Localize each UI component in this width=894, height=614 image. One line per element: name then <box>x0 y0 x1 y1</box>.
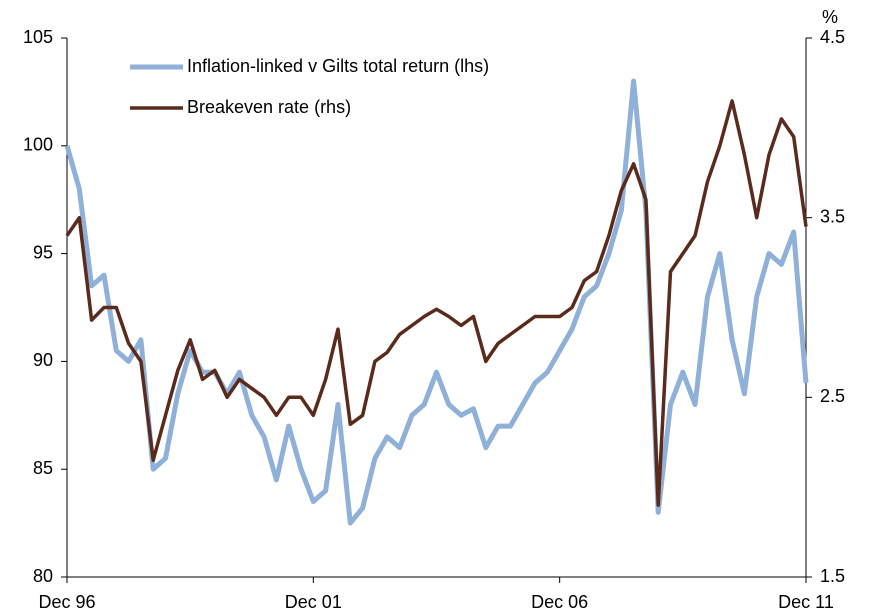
y2-tick-label: 1.5 <box>820 566 845 586</box>
series-line <box>65 99 808 507</box>
x-tick-label: Dec 01 <box>285 592 342 612</box>
legend-label: Inflation-linked v Gilts total return (l… <box>187 56 489 76</box>
y2-tick-label: 4.5 <box>820 27 845 47</box>
y2-tick-label: 2.5 <box>820 386 845 406</box>
y-tick-label: 95 <box>33 242 53 262</box>
y-tick-label: 100 <box>23 135 53 155</box>
y2-axis-label: % <box>822 7 838 27</box>
y2-tick-label: 3.5 <box>820 206 845 226</box>
x-tick-label: Dec 11 <box>778 592 834 612</box>
series-line <box>64 78 809 526</box>
y-tick-label: 80 <box>33 566 53 586</box>
legend-label: Breakeven rate (rhs) <box>187 97 351 117</box>
y-tick-label: 85 <box>33 458 53 478</box>
x-tick-label: Dec 96 <box>38 592 95 612</box>
y-tick-label: 105 <box>23 27 53 47</box>
y-tick-label: 90 <box>33 350 53 370</box>
x-tick-label: Dec 06 <box>531 592 588 612</box>
